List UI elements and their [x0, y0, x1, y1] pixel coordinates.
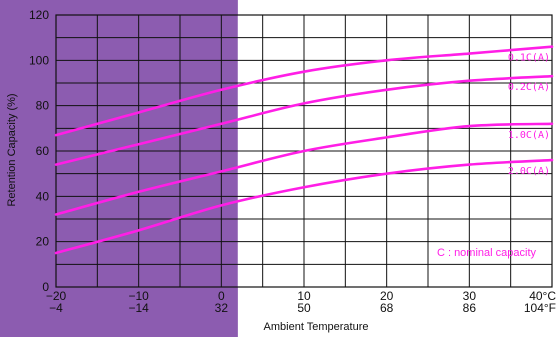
- series-line-3: [54, 122, 554, 216]
- plot-frame: [55, 14, 553, 288]
- y-tick-label: 120: [29, 8, 49, 22]
- x-tick-label-celsius: 0: [218, 289, 225, 303]
- nominal-capacity-note: C : nominal capacity: [437, 247, 537, 259]
- y-tick-label: 100: [29, 53, 49, 67]
- x-tick-label-fahrenheit: 68: [380, 301, 394, 315]
- y-axis-title: Retention Capacity (%): [6, 93, 18, 206]
- y-tick-label: 40: [36, 189, 50, 203]
- x-tick-label-fahrenheit: 32: [215, 301, 229, 315]
- x-tick-label-fahrenheit: −4: [49, 301, 63, 315]
- x-tick-label-celsius: 20: [380, 289, 394, 303]
- x-tick-label-fahrenheit: −14: [128, 301, 149, 315]
- x-tick-label-celsius: −10: [128, 289, 149, 303]
- x-tick-label-fahrenheit: 86: [463, 301, 477, 315]
- x-tick-label-fahrenheit: 104°F: [524, 301, 556, 315]
- series-line-4: [54, 158, 554, 255]
- x-tick-label-celsius: 40°C: [529, 289, 556, 303]
- series-line-2: [54, 74, 554, 166]
- y-tick-label: 0: [42, 280, 49, 294]
- x-tick-label-fahrenheit: 50: [297, 301, 311, 315]
- series-label-2: 0.2C(A): [508, 82, 550, 93]
- x-axis-title: Ambient Temperature: [264, 321, 369, 333]
- x-tick-label-celsius: 30: [463, 289, 477, 303]
- x-tick-label-celsius: −20: [46, 289, 67, 303]
- y-tick-label: 20: [36, 235, 50, 249]
- series-label-3: 1.0C(A): [508, 130, 550, 141]
- x-tick-label-celsius: 10: [297, 289, 311, 303]
- series-label-1: 0.1C(A): [508, 53, 550, 64]
- y-tick-label: 80: [36, 99, 50, 113]
- low-temperature-shaded-region: [0, 0, 238, 337]
- y-tick-label: 60: [36, 144, 50, 158]
- series-label-4: 2.0C(A): [508, 166, 550, 177]
- series-line-1: [54, 45, 554, 137]
